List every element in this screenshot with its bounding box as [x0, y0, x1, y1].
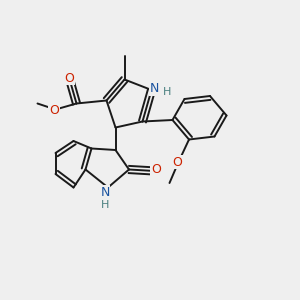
Text: O: O — [49, 104, 59, 118]
Text: N: N — [150, 82, 159, 95]
Text: O: O — [172, 155, 182, 169]
Text: O: O — [64, 71, 74, 85]
Text: H: H — [101, 200, 109, 210]
Text: H: H — [163, 87, 171, 98]
Text: N: N — [100, 185, 110, 199]
Text: O: O — [151, 163, 161, 176]
